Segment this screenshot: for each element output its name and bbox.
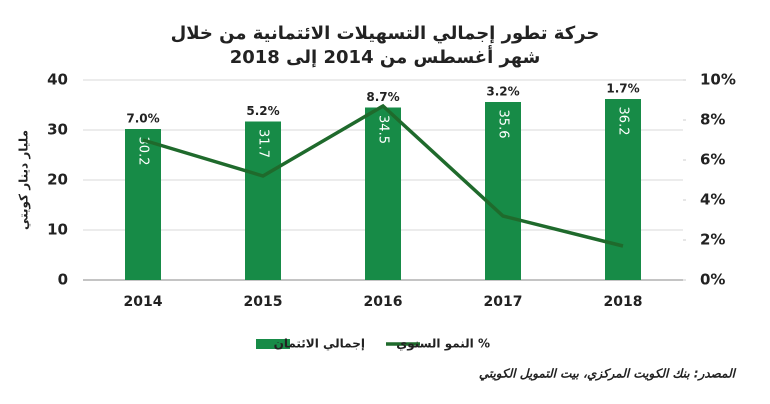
y-tick-label: 10 [47,221,68,239]
y2-tick-label: 0% [700,271,725,289]
y2-tick-label: 10% [700,71,736,89]
line-value-label: 3.2% [486,85,519,99]
line-value-label: 1.7% [606,82,639,96]
bar-value-label: 30.2 [136,137,151,166]
line-series [142,103,624,248]
y2-tick-label: 4% [700,191,725,209]
source-note: المصدر: بنك الكويت المركزي، بيت التمويل … [479,367,737,382]
bar [245,121,281,280]
y2-tick-label: 2% [700,231,725,249]
x-tick-label: 2016 [364,294,403,310]
line-value-label: 8.7% [366,90,399,104]
y-axis-label: مليار دينار كويتي [17,130,32,230]
x-tick-label: 2017 [484,294,523,310]
bar-value-label: 34.5 [376,115,391,144]
y-tick-label: 40 [47,71,68,89]
x-tick-label: 2014 [124,294,163,310]
bar [125,129,161,280]
bar-value-label: 31.7 [256,129,271,158]
line-value-label: 7.0% [126,112,159,126]
bar [485,102,521,280]
bar [605,99,641,280]
bar-value-label: 36.2 [616,107,631,136]
legend-swatch [256,339,290,349]
y-tick-label: 0 [58,271,68,289]
bar [365,107,401,280]
y-tick-label: 20 [47,171,68,189]
x-tick-label: 2015 [244,294,283,310]
chart-subtitle: شهر أغسطس من 2014 إلى 2018 [230,45,541,68]
chart-title: حركة تطور إجمالي التسهيلات الائتمانية من… [171,23,600,44]
y2-tick-label: 8% [700,111,725,129]
bar-value-label: 35.6 [496,110,511,139]
line-value-label: 5.2% [246,104,279,118]
x-tick-label: 2018 [604,294,643,310]
legend-label: % النمو السنوي [396,337,490,352]
y2-tick-label: 6% [700,151,725,169]
y-tick-label: 30 [47,121,68,139]
legend-label: إجمالي الائتمان [274,337,365,351]
